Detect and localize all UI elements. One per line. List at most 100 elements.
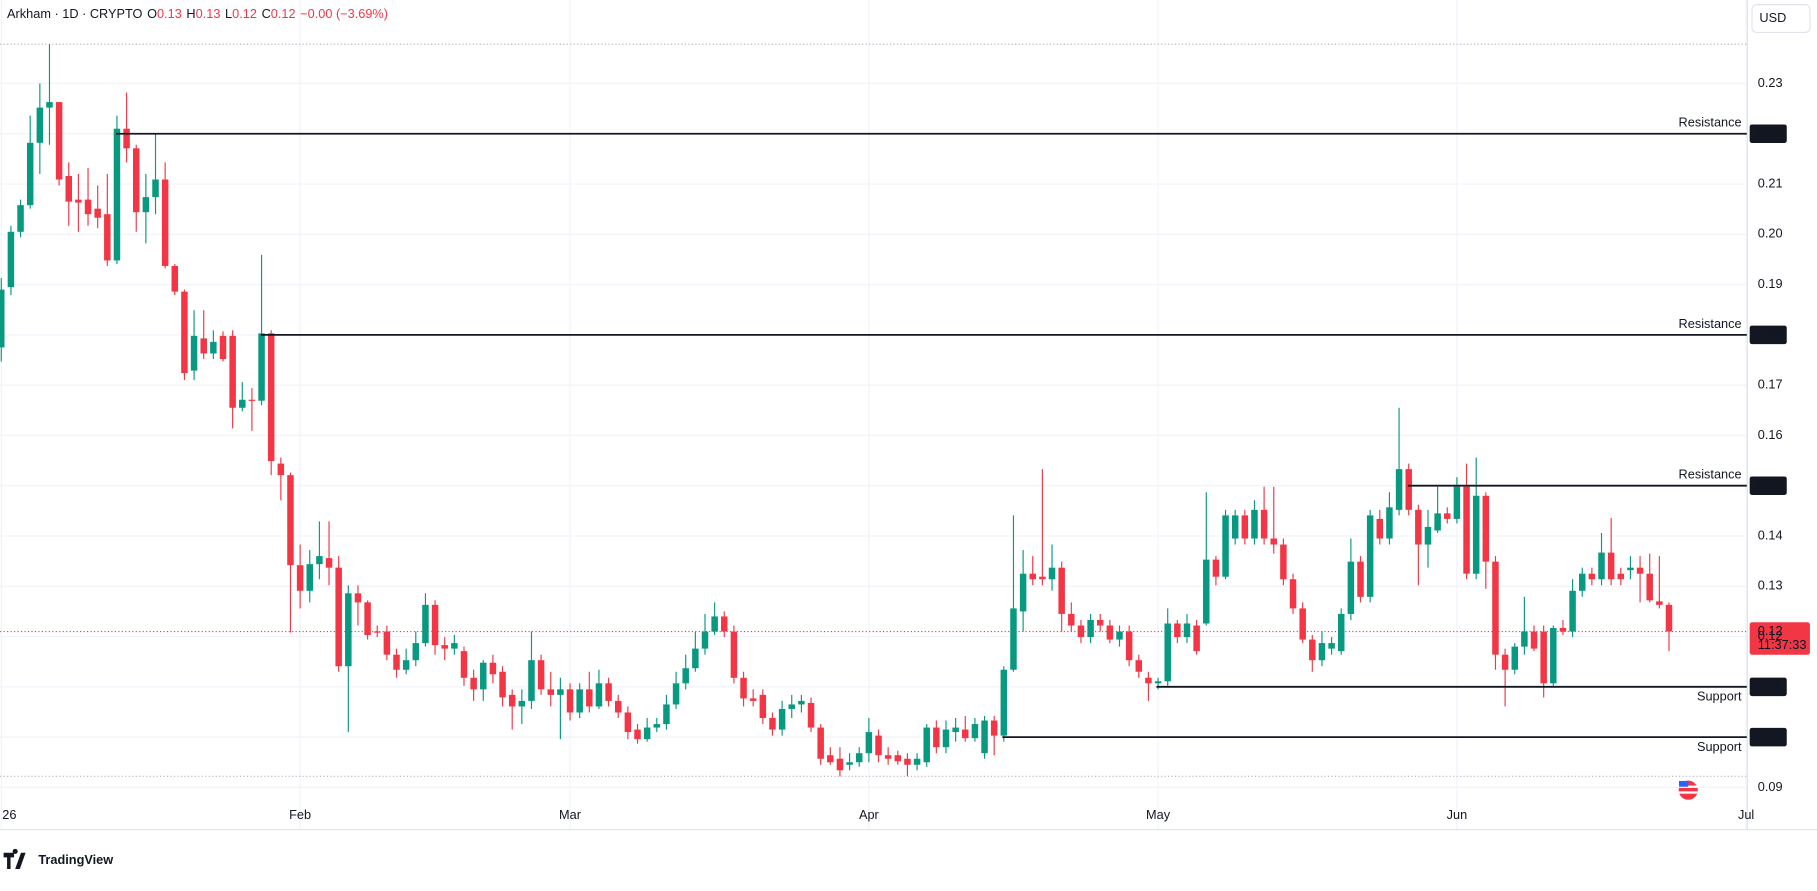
level-name: Resistance bbox=[1679, 467, 1742, 482]
candle-body bbox=[1318, 643, 1326, 661]
candle-body bbox=[0, 289, 5, 348]
candle-body bbox=[460, 651, 468, 678]
candle-body bbox=[682, 668, 689, 684]
candle-body bbox=[1453, 486, 1461, 519]
candle-body bbox=[422, 604, 429, 644]
candle-body bbox=[152, 179, 159, 198]
candle-body bbox=[1280, 544, 1287, 580]
last-price: 0.12 bbox=[1758, 623, 1783, 638]
y-tick-label: 0.22 bbox=[1758, 125, 1783, 140]
candle-body bbox=[480, 662, 487, 690]
level-price: 0.18 bbox=[1756, 327, 1781, 342]
x-tick-label: 26 bbox=[2, 807, 16, 822]
level-price: 0.11 bbox=[1756, 679, 1780, 694]
candle-body bbox=[258, 333, 265, 401]
candle-body bbox=[759, 694, 767, 719]
x-tick-label: Mar bbox=[559, 807, 582, 822]
currency-button[interactable] bbox=[1751, 4, 1811, 34]
candle-body bbox=[26, 142, 34, 206]
candle-body bbox=[566, 689, 574, 713]
candle-body bbox=[1106, 625, 1114, 640]
candle-body bbox=[855, 753, 863, 763]
candle-body bbox=[383, 631, 391, 655]
candle-body bbox=[614, 700, 622, 713]
level-name: Resistance bbox=[1679, 115, 1742, 130]
candle-body bbox=[518, 700, 526, 707]
change: −0.00 (−3.69%) bbox=[300, 6, 388, 21]
candle-body bbox=[489, 662, 497, 675]
candle-body bbox=[1530, 631, 1538, 649]
candle-body bbox=[749, 698, 757, 701]
candle-body bbox=[528, 660, 535, 701]
candle-body bbox=[1646, 573, 1653, 601]
candle-body bbox=[1154, 681, 1162, 684]
candle-body bbox=[316, 556, 323, 565]
candle-body bbox=[836, 758, 844, 771]
ohlc-key: O bbox=[147, 6, 157, 21]
candle-body bbox=[971, 724, 979, 739]
ohlc-key: C bbox=[262, 6, 271, 21]
candle-body bbox=[1366, 515, 1374, 597]
candle-body bbox=[1636, 567, 1644, 574]
candle-body bbox=[634, 729, 641, 740]
candle-body bbox=[1521, 631, 1528, 647]
candle-body bbox=[393, 654, 400, 670]
candles bbox=[0, 44, 1673, 777]
candle-body bbox=[884, 755, 892, 759]
candle-body bbox=[952, 727, 959, 733]
candle-body bbox=[373, 631, 381, 633]
candle-body bbox=[132, 148, 140, 213]
candle-body bbox=[470, 677, 477, 690]
x-tick-label: May bbox=[1146, 807, 1171, 822]
candle-body bbox=[161, 179, 169, 266]
level-name: Resistance bbox=[1679, 316, 1742, 331]
candle-body bbox=[75, 199, 82, 203]
candle-body bbox=[942, 729, 950, 748]
candle-body bbox=[981, 720, 988, 754]
candle-body bbox=[402, 660, 410, 670]
candle-body bbox=[1617, 573, 1625, 580]
candle-body bbox=[1260, 509, 1268, 539]
y-tick-label: 0.19 bbox=[1758, 276, 1783, 291]
candle-body bbox=[1183, 623, 1191, 638]
candle-body bbox=[1241, 515, 1249, 539]
y-tick-label: 0.09 bbox=[1758, 779, 1783, 794]
candle-body bbox=[1077, 625, 1085, 638]
candle-body bbox=[1299, 608, 1306, 640]
candle-body bbox=[239, 399, 246, 408]
candle-body bbox=[576, 689, 583, 713]
candle-body bbox=[451, 643, 458, 649]
candle-body bbox=[711, 616, 718, 632]
legend-header: Arkham · 1D · CRYPTO O0.13 H0.13 L0.12 C0.12… bbox=[7, 6, 388, 21]
candle-body bbox=[113, 128, 121, 261]
level-price: 0.15 bbox=[1756, 478, 1781, 493]
candle-body bbox=[643, 727, 651, 740]
candle-body bbox=[17, 205, 24, 232]
candle-body bbox=[1010, 608, 1017, 670]
candle-body bbox=[1000, 669, 1008, 736]
level-price-box bbox=[1749, 677, 1787, 697]
candle-body bbox=[1164, 623, 1171, 682]
candle-body bbox=[1029, 573, 1036, 580]
currency[interactable]: USD bbox=[1759, 10, 1786, 25]
level-price-box bbox=[1749, 727, 1787, 747]
candle-body bbox=[557, 689, 564, 695]
candle-body bbox=[306, 564, 313, 591]
candle-body bbox=[364, 602, 371, 636]
candle-body bbox=[190, 335, 198, 371]
candle-body bbox=[788, 704, 795, 709]
candle-body bbox=[1415, 509, 1422, 545]
candle-body bbox=[1203, 559, 1210, 624]
candle-body bbox=[277, 463, 285, 476]
candle-body bbox=[798, 700, 805, 705]
candle-body bbox=[547, 689, 554, 695]
candle-body bbox=[778, 708, 786, 730]
candle-body bbox=[1376, 518, 1384, 539]
y-tick-label: 0.14 bbox=[1758, 527, 1783, 542]
candle-body bbox=[846, 762, 853, 765]
y-tick-label: 0.18 bbox=[1758, 326, 1783, 341]
candle-body bbox=[1482, 495, 1490, 562]
candle-body bbox=[1039, 576, 1046, 580]
candle-body bbox=[701, 631, 709, 649]
